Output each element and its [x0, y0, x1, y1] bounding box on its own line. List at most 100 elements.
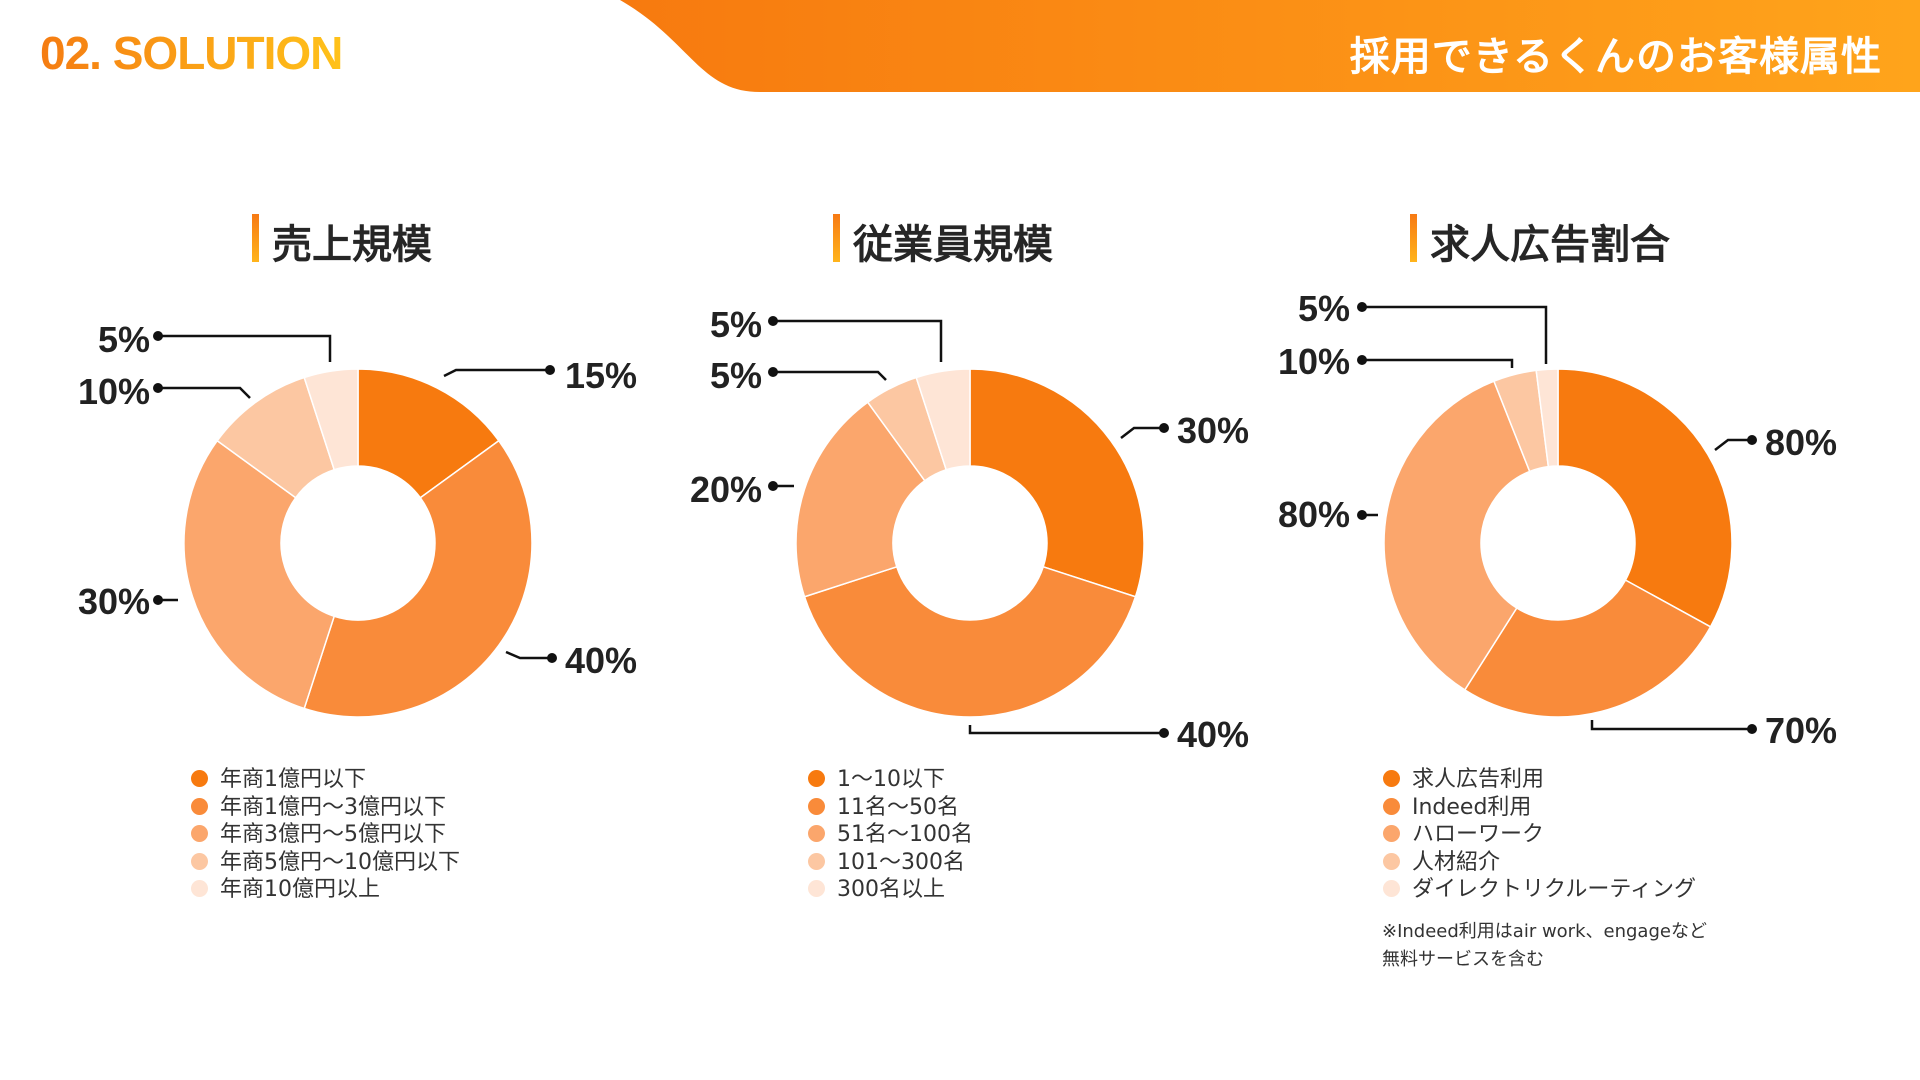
legend-label: Indeed利用: [1412, 794, 1532, 820]
footnote-line: ※Indeed利用はair work、engageなど: [1382, 921, 1707, 942]
value-label: 15%: [565, 355, 637, 396]
legend-job-ads: 求人広告利用 Indeed利用 ハローワーク 人材紹介 ダイレクトリクルーティン…: [1383, 766, 1696, 904]
value-label: 10%: [1278, 341, 1350, 382]
leader-dot: [1357, 302, 1367, 312]
legend-label: 51名〜100名: [837, 822, 973, 847]
footnote-line: 無料サービスを含む: [1382, 949, 1544, 970]
legend-swatch: [191, 852, 208, 870]
legend-label: 300名以上: [837, 877, 945, 902]
chart-title-employees: 従業員規模: [833, 212, 1053, 270]
leader-line: [773, 319, 943, 362]
legend-item: 101〜300名: [808, 849, 973, 877]
leader-dot: [1357, 355, 1367, 365]
legend-label: 年商5億円〜10億円以下: [220, 849, 460, 875]
title-accent-bar: [252, 214, 259, 262]
leader-dot: [1747, 724, 1757, 734]
legend-item: 年商3億円〜5億円以下: [191, 821, 460, 849]
chart-title-text: 売上規模: [272, 222, 432, 268]
legend-label: 人材紹介: [1412, 849, 1501, 875]
legend-swatch: [808, 797, 825, 815]
leader-line: [1714, 438, 1752, 451]
donut-slice: [1383, 380, 1531, 691]
leader-dot: [768, 316, 778, 326]
legend-swatch: [1383, 880, 1400, 897]
donut-slice: [795, 401, 926, 598]
legend-label: 年商1億円〜3億円以下: [220, 794, 446, 820]
legend-swatch: [1383, 825, 1400, 842]
legend-swatch: [191, 825, 208, 842]
legend-swatch: [1383, 770, 1400, 787]
leader-dot: [545, 365, 555, 375]
title-accent-bar: [833, 214, 840, 262]
leader-dot: [153, 595, 163, 605]
legend-item: 求人広告利用: [1383, 766, 1696, 794]
value-label: 5%: [710, 355, 762, 396]
value-label: 5%: [98, 319, 150, 360]
leader-dot: [153, 383, 163, 393]
legend-swatch: [191, 797, 208, 815]
legend-item: ダイレクトリクルーティング: [1383, 876, 1696, 904]
legend-swatch: [808, 852, 825, 870]
legend-label: 年商10億円以上: [220, 877, 380, 902]
legend-item: 年商1億円以下: [191, 766, 460, 794]
legend-item: 11名〜50名: [808, 794, 973, 822]
legend-item: 51名〜100名: [808, 821, 973, 849]
leader-dot: [547, 653, 557, 663]
legend-swatch: [808, 770, 825, 787]
legend-item: 1〜10以下: [808, 766, 973, 794]
legend-label: ハローワーク: [1412, 822, 1545, 847]
value-label: 70%: [1765, 710, 1837, 751]
donut-slice: [969, 368, 1145, 598]
legend-swatch: [191, 880, 208, 897]
donut-slice: [1463, 579, 1712, 718]
leader-dot: [768, 367, 778, 377]
leader-line: [443, 368, 550, 378]
value-label: 10%: [78, 371, 150, 412]
section-label: 02. SOLUTION: [40, 27, 343, 79]
leader-dot: [1747, 435, 1757, 445]
legend-item: 300名以上: [808, 876, 973, 904]
legend-item: ハローワーク: [1383, 821, 1696, 849]
donut-slice: [803, 565, 1137, 718]
legend-item: 年商1億円〜3億円以下: [191, 794, 460, 822]
value-label: 5%: [1298, 288, 1350, 329]
title-accent-bar: [1410, 214, 1417, 262]
legend-swatch: [808, 880, 825, 897]
chart-title-job-ads: 求人広告割合: [1410, 212, 1670, 270]
legend-label: 年商1億円以下: [220, 767, 366, 792]
legend-label: 求人広告利用: [1412, 767, 1545, 792]
value-label: 40%: [1177, 714, 1249, 755]
legend-label: 1〜10以下: [837, 767, 945, 792]
chart-title-text: 求人広告割合: [1430, 222, 1670, 268]
legend-swatch: [191, 770, 208, 787]
leader-dot: [1159, 728, 1169, 738]
leader-line: [505, 650, 552, 660]
legend-label: 年商3億円〜5億円以下: [220, 822, 446, 847]
value-label: 30%: [1177, 410, 1249, 451]
value-label: 40%: [565, 640, 637, 681]
leader-line: [158, 334, 332, 362]
donut-slice: [183, 439, 336, 710]
value-label: 80%: [1278, 494, 1350, 535]
donut-slice: [1535, 368, 1559, 468]
legend-swatch: [1383, 852, 1400, 870]
leader-line: [1362, 305, 1548, 364]
page-title: 採用できるくんのお客様属性: [1349, 34, 1882, 80]
legend-label: 101〜300名: [837, 849, 965, 875]
chart-title-sales: 売上規模: [252, 212, 432, 270]
donut-slice: [303, 368, 359, 471]
leader-dot: [768, 481, 778, 491]
donut-slice: [1557, 368, 1733, 628]
donut-slice: [303, 439, 533, 718]
chart-title-text: 従業員規模: [853, 222, 1053, 268]
leader-line: [1362, 358, 1514, 368]
header-band-shape: [620, 0, 1920, 92]
legend-employees: 1〜10以下 11名〜50名 51名〜100名 101〜300名 300名以上: [808, 766, 973, 904]
leader-line: [773, 370, 887, 381]
value-label: 80%: [1765, 422, 1837, 463]
legend-swatch: [808, 825, 825, 842]
legend-item: Indeed利用: [1383, 794, 1696, 822]
footnote: ※Indeed利用はair work、engageなど 無料サービスを含む: [1382, 918, 1707, 974]
legend-item: 人材紹介: [1383, 849, 1696, 877]
